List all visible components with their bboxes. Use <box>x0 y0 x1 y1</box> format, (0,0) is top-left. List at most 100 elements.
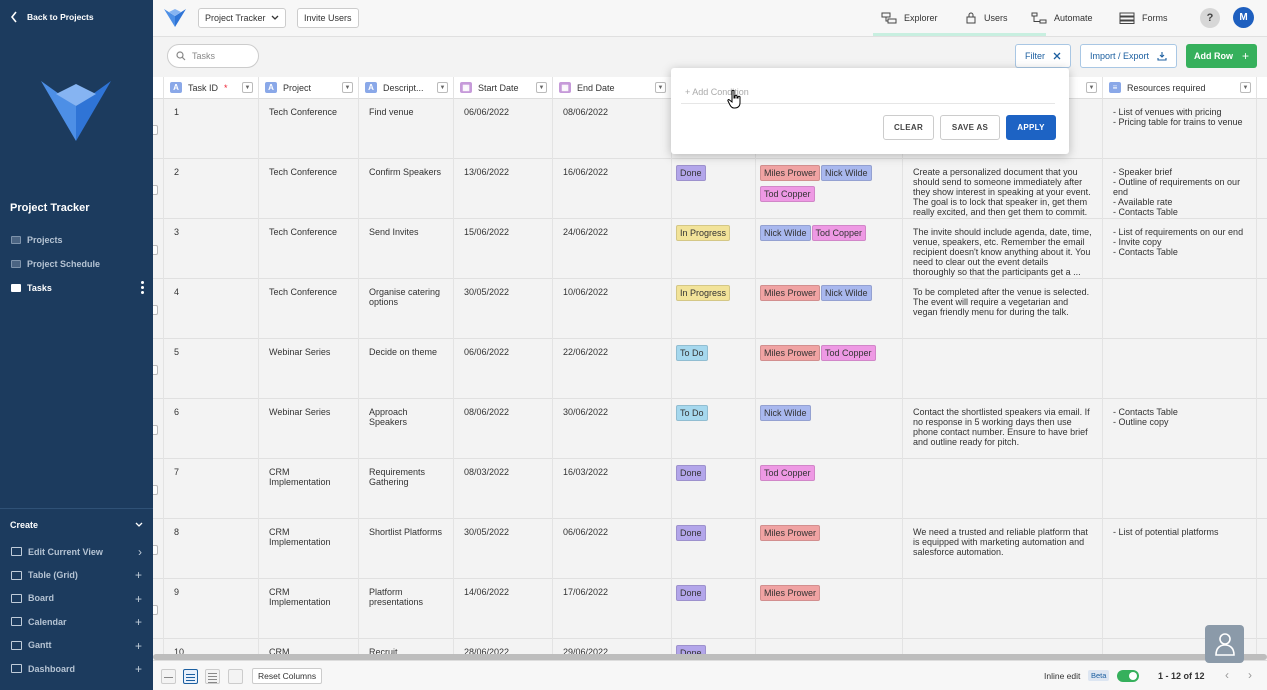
create-dashboard[interactable]: Dashboard + <box>0 657 153 680</box>
sidebar-item-project-schedule[interactable]: Project Schedule <box>0 252 153 276</box>
cell-project[interactable]: CRM <box>259 639 359 654</box>
cell-resources[interactable]: - List of potential platforms <box>1103 519 1257 579</box>
create-edit-current-view[interactable]: Edit Current View › <box>0 540 153 563</box>
cell-id[interactable]: 5 <box>164 339 259 399</box>
cell-resources[interactable] <box>1103 639 1257 654</box>
create-section-header[interactable]: Create <box>10 520 143 530</box>
invite-users-button[interactable]: Invite Users <box>297 8 359 28</box>
cell-start[interactable]: 08/06/2022 <box>454 399 553 459</box>
cell-desc[interactable]: Find venue <box>359 99 454 159</box>
nav-users[interactable]: Users <box>965 0 1008 36</box>
plus-icon[interactable]: + <box>134 661 142 676</box>
add-row-button[interactable]: Add Row + <box>1186 44 1257 68</box>
cell-status[interactable]: To Do <box>672 339 756 399</box>
cell-id[interactable]: 6 <box>164 399 259 459</box>
create-board[interactable]: Board + <box>0 587 153 610</box>
add-condition-link[interactable]: + Add Condition <box>685 87 749 97</box>
chevron-down-icon[interactable]: ▼ <box>655 82 666 93</box>
chevron-down-icon[interactable]: ▼ <box>1240 82 1251 93</box>
cell-id[interactable]: 9 <box>164 579 259 639</box>
table-row[interactable]: 6 Webinar Series Approach Speakers 08/06/20… <box>153 399 1267 459</box>
create-gantt[interactable]: Gantt + <box>0 634 153 657</box>
cell-end[interactable]: 16/06/2022 <box>553 159 672 219</box>
cell-end[interactable]: 30/06/2022 <box>553 399 672 459</box>
filter-button[interactable]: Filter <box>1015 44 1071 68</box>
column-header-project[interactable]: A Project ▼ <box>259 77 359 99</box>
cell-assignees[interactable]: Miles Prower Tod Copper <box>756 339 903 399</box>
save-as-button[interactable]: SAVE AS <box>940 115 1000 140</box>
view-expanded-icon[interactable] <box>228 669 243 684</box>
kebab-menu-icon[interactable] <box>141 281 144 294</box>
row-checkbox[interactable] <box>153 305 158 315</box>
cell-end[interactable]: 24/06/2022 <box>553 219 672 279</box>
row-checkbox[interactable] <box>153 365 158 375</box>
chevron-down-icon[interactable]: ▼ <box>242 82 253 93</box>
cell-assignees[interactable]: Miles Prower <box>756 579 903 639</box>
table-row[interactable]: 3 Tech Conference Send Invites 15/06/2022 24… <box>153 219 1267 279</box>
cell-desc[interactable]: Approach Speakers <box>359 399 454 459</box>
cell-assignees[interactable]: Miles Prower Nick Wilde Tod Copper <box>756 159 903 219</box>
cell-assignees[interactable]: Nick Wilde Tod Copper <box>756 219 903 279</box>
cell-project[interactable]: Webinar Series <box>259 399 359 459</box>
cell-status[interactable]: Done <box>672 519 756 579</box>
view-compact-icon[interactable] <box>161 669 176 684</box>
app-logo-icon[interactable] <box>163 7 187 29</box>
cell-id[interactable]: 7 <box>164 459 259 519</box>
cell-start[interactable]: 08/03/2022 <box>454 459 553 519</box>
cell-start[interactable]: 15/06/2022 <box>454 219 553 279</box>
sidebar-item-tasks[interactable]: Tasks <box>0 276 153 300</box>
chevron-down-icon[interactable]: ▼ <box>536 82 547 93</box>
column-header-description[interactable]: A Descript... ▼ <box>359 77 454 99</box>
cell-id[interactable]: 2 <box>164 159 259 219</box>
inline-edit-toggle[interactable] <box>1117 670 1139 682</box>
cell-desc[interactable]: Recruit <box>359 639 454 654</box>
plus-icon[interactable]: + <box>134 568 142 583</box>
cell-desc[interactable]: Shortlist Platforms <box>359 519 454 579</box>
cell-end[interactable]: 16/03/2022 <box>553 459 672 519</box>
cell-resources[interactable] <box>1103 339 1257 399</box>
cell-project[interactable]: CRM Implementation <box>259 459 359 519</box>
cell-notes[interactable]: Contact the shortlisted speakers via ema… <box>903 399 1103 459</box>
avatar[interactable]: M <box>1233 7 1254 28</box>
plus-icon[interactable]: + <box>134 591 142 606</box>
cell-notes[interactable] <box>903 459 1103 519</box>
cell-start[interactable]: 14/06/2022 <box>454 579 553 639</box>
cell-start[interactable]: 13/06/2022 <box>454 159 553 219</box>
cell-project[interactable]: Tech Conference <box>259 219 359 279</box>
cell-project[interactable]: CRM Implementation <box>259 579 359 639</box>
search-box[interactable] <box>167 44 259 68</box>
close-icon[interactable] <box>1053 52 1061 60</box>
column-header-select[interactable] <box>153 77 164 99</box>
cell-desc[interactable]: Confirm Speakers <box>359 159 454 219</box>
cell-resources[interactable] <box>1103 279 1257 339</box>
create-table-grid[interactable]: Table (Grid) + <box>0 563 153 586</box>
cell-id[interactable]: 10 <box>164 639 259 654</box>
cell-resources[interactable]: - List of requirements on our end - Invi… <box>1103 219 1257 279</box>
chevron-down-icon[interactable]: ▼ <box>1086 82 1097 93</box>
table-row[interactable]: 4 Tech Conference Organise catering option… <box>153 279 1267 339</box>
nav-forms[interactable]: Forms <box>1119 0 1168 36</box>
plus-icon[interactable]: + <box>134 638 142 653</box>
cell-resources[interactable]: - Contacts Table - Outline copy <box>1103 399 1257 459</box>
table-row[interactable]: 9 CRM Implementation Platform presentation… <box>153 579 1267 639</box>
help-button[interactable]: ? <box>1200 8 1220 28</box>
table-row[interactable]: 8 CRM Implementation Shortlist Platforms 30… <box>153 519 1267 579</box>
cell-project[interactable]: Tech Conference <box>259 99 359 159</box>
cell-resources[interactable]: - Speaker brief - Outline of requirement… <box>1103 159 1257 219</box>
cell-status[interactable]: Done <box>672 159 756 219</box>
chevron-left-icon[interactable]: ‹ <box>1225 668 1229 682</box>
clear-button[interactable]: CLEAR <box>883 115 934 140</box>
cell-desc[interactable]: Organise catering options <box>359 279 454 339</box>
cell-id[interactable]: 3 <box>164 219 259 279</box>
cell-project[interactable]: Webinar Series <box>259 339 359 399</box>
row-checkbox[interactable] <box>153 605 158 615</box>
column-header-resources[interactable]: ≡ Resources required ▼ <box>1103 77 1257 99</box>
cell-notes[interactable]: We need a trusted and reliable platform … <box>903 519 1103 579</box>
cell-resources[interactable] <box>1103 459 1257 519</box>
table-row[interactable]: 5 Webinar Series Decide on theme 06/06/2022… <box>153 339 1267 399</box>
view-tall-icon[interactable] <box>205 669 220 684</box>
cell-project[interactable]: CRM Implementation <box>259 519 359 579</box>
column-header-start-date[interactable]: ▦ Start Date ▼ <box>454 77 553 99</box>
cell-end[interactable]: 22/06/2022 <box>553 339 672 399</box>
view-medium-icon[interactable] <box>183 669 198 684</box>
